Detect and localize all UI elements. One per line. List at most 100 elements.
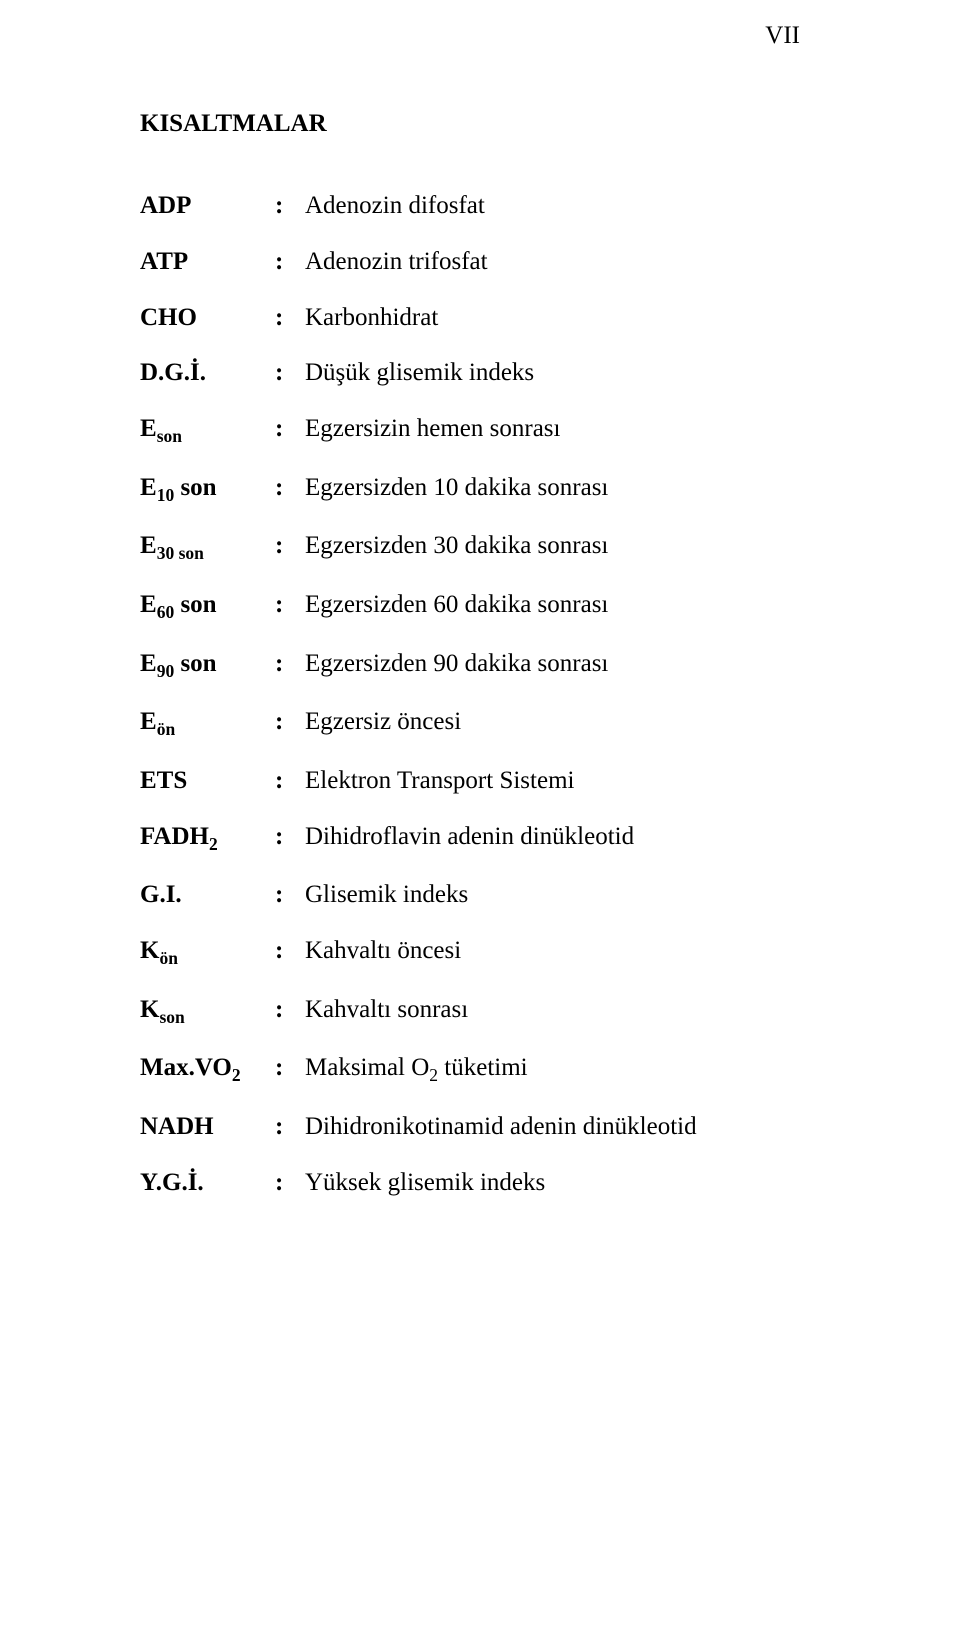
table-row: E90 son:Egzersizden 90 dakika sonrası	[140, 636, 820, 695]
table-row: E60 son:Egzersizden 60 dakika sonrası	[140, 577, 820, 636]
abbr-val-pre: Egzersizden 10 dakika sonrası	[305, 474, 608, 501]
table-row: NADH:Dihidronikotinamid adenin dinükleot…	[140, 1099, 820, 1155]
abbr-val-pre: Egzersizin hemen sonrası	[305, 415, 560, 442]
abbr-val: Egzersizden 90 dakika sonrası	[305, 636, 820, 695]
abbr-key: CHO	[140, 290, 275, 346]
abbr-val-post: tüketimi	[438, 1054, 528, 1081]
abbr-sep: :	[275, 1099, 305, 1155]
abbr-sep: :	[275, 178, 305, 234]
abbr-sep: :	[275, 982, 305, 1041]
abbr-key-pre: E	[140, 532, 157, 559]
table-row: FADH2:Dihidroflavin adenin dinükleotid	[140, 809, 820, 868]
abbr-key-sub: 60	[157, 602, 175, 622]
abbr-sep: :	[275, 518, 305, 577]
abbr-sep: :	[275, 345, 305, 401]
table-row: CHO:Karbonhidrat	[140, 290, 820, 346]
abbr-key-sub: 90	[157, 661, 175, 681]
abbr-key-sub: ön	[159, 948, 177, 968]
abbr-key: E90 son	[140, 636, 275, 695]
abbr-val-pre: Düşük glisemik indeks	[305, 359, 534, 386]
abbr-key-pre: E	[140, 708, 157, 735]
abbr-key: E30 son	[140, 518, 275, 577]
abbr-val-pre: Dihidroflavin adenin dinükleotid	[305, 823, 634, 850]
abbr-key: E10 son	[140, 460, 275, 519]
table-row: Eson:Egzersizin hemen sonrası	[140, 401, 820, 460]
abbr-key: Kson	[140, 982, 275, 1041]
abbr-val: Dihidroflavin adenin dinükleotid	[305, 809, 820, 868]
abbr-val-pre: Karbonhidrat	[305, 304, 438, 331]
table-row: ATP:Adenozin trifosfat	[140, 234, 820, 290]
abbr-sep: :	[275, 460, 305, 519]
abbr-sep: :	[275, 401, 305, 460]
abbr-val-pre: Kahvaltı öncesi	[305, 937, 461, 964]
abbr-val-pre: Yüksek glisemik indeks	[305, 1169, 545, 1196]
abbr-key-pre: D.G.İ.	[140, 359, 206, 386]
page-number: VII	[765, 22, 800, 50]
abbreviations-table: ADP:Adenozin difosfatATP:Adenozin trifos…	[140, 178, 820, 1210]
abbr-sep: :	[275, 636, 305, 695]
abbr-key-post: son	[174, 474, 216, 501]
abbr-key-post: son	[174, 591, 216, 618]
abbr-val-pre: Egzersiz öncesi	[305, 708, 461, 735]
abbr-key: Kön	[140, 923, 275, 982]
abbr-key-pre: K	[140, 996, 159, 1023]
abbr-val-pre: Egzersizden 30 dakika sonrası	[305, 532, 608, 559]
abbr-sep: :	[275, 694, 305, 753]
abbr-key: ATP	[140, 234, 275, 290]
table-row: Kson:Kahvaltı sonrası	[140, 982, 820, 1041]
abbr-val: Elektron Transport Sistemi	[305, 753, 820, 809]
abbr-val-sub: 2	[429, 1065, 438, 1085]
abbr-val: Egzersizden 60 dakika sonrası	[305, 577, 820, 636]
table-row: E30 son:Egzersizden 30 dakika sonrası	[140, 518, 820, 577]
abbr-val: Karbonhidrat	[305, 290, 820, 346]
abbr-key-pre: ETS	[140, 767, 187, 794]
abbr-key: Eön	[140, 694, 275, 753]
abbr-sep: :	[275, 290, 305, 346]
abbr-val: Glisemik indeks	[305, 867, 820, 923]
abbr-sep: :	[275, 867, 305, 923]
abbr-sep: :	[275, 1040, 305, 1099]
abbr-key: Eson	[140, 401, 275, 460]
abbr-key-sub: 2	[232, 1065, 241, 1085]
table-row: ETS:Elektron Transport Sistemi	[140, 753, 820, 809]
abbr-key-pre: Max.VO	[140, 1054, 232, 1081]
abbr-key-pre: FADH	[140, 823, 209, 850]
abbr-key: Max.VO2	[140, 1040, 275, 1099]
abbr-key-pre: E	[140, 474, 157, 501]
document-page: VII KISALTMALAR ADP:Adenozin difosfatATP…	[0, 0, 960, 1626]
abbr-val: Egzersizden 30 dakika sonrası	[305, 518, 820, 577]
abbr-val-pre: Egzersizden 90 dakika sonrası	[305, 650, 608, 677]
table-row: Y.G.İ.:Yüksek glisemik indeks	[140, 1155, 820, 1211]
abbr-key-sub: 2	[209, 834, 218, 854]
table-row: G.I.:Glisemik indeks	[140, 867, 820, 923]
abbr-key-pre: ADP	[140, 192, 191, 219]
abbr-sep: :	[275, 234, 305, 290]
abbr-val-pre: Elektron Transport Sistemi	[305, 767, 574, 794]
abbr-key-pre: CHO	[140, 304, 197, 331]
abbr-key-sub: son	[157, 426, 182, 446]
abbr-val-pre: Egzersizden 60 dakika sonrası	[305, 591, 608, 618]
abbr-key-pre: E	[140, 415, 157, 442]
abbr-sep: :	[275, 1155, 305, 1211]
abbr-key-sub: ön	[157, 719, 175, 739]
abbr-key-pre: K	[140, 937, 159, 964]
abbr-key: FADH2	[140, 809, 275, 868]
abbr-key-sub: 10	[157, 485, 175, 505]
abbr-val: Dihidronikotinamid adenin dinükleotid	[305, 1099, 820, 1155]
page-heading: KISALTMALAR	[140, 110, 820, 138]
abbr-val: Egzersizin hemen sonrası	[305, 401, 820, 460]
abbr-key-pre: Y.G.İ.	[140, 1169, 204, 1196]
abbr-val: Kahvaltı öncesi	[305, 923, 820, 982]
abbr-sep: :	[275, 577, 305, 636]
abbr-val: Adenozin difosfat	[305, 178, 820, 234]
abbr-val: Egzersiz öncesi	[305, 694, 820, 753]
table-row: Eön:Egzersiz öncesi	[140, 694, 820, 753]
abbr-val-pre: Glisemik indeks	[305, 881, 468, 908]
abbr-sep: :	[275, 753, 305, 809]
abbr-val: Adenozin trifosfat	[305, 234, 820, 290]
table-row: Max.VO2:Maksimal O2 tüketimi	[140, 1040, 820, 1099]
abbr-val: Kahvaltı sonrası	[305, 982, 820, 1041]
abbr-val-pre: Dihidronikotinamid adenin dinükleotid	[305, 1113, 697, 1140]
abbr-val-pre: Adenozin difosfat	[305, 192, 485, 219]
abbr-key-pre: E	[140, 591, 157, 618]
